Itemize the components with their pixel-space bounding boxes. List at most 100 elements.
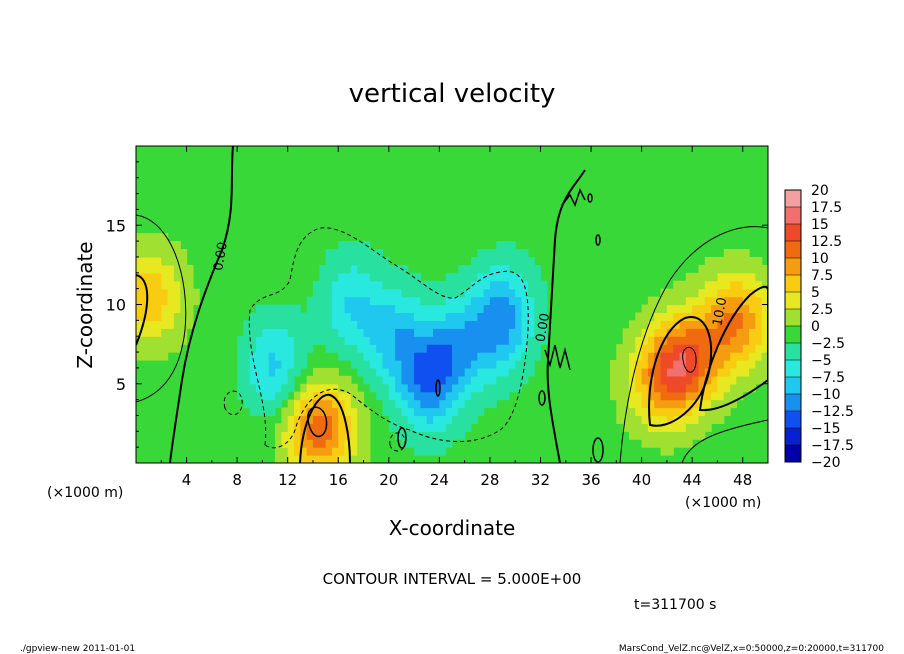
field-cell: [698, 407, 706, 417]
field-cell: [281, 455, 289, 463]
contour-interval: CONTOUR INTERVAL = 5.000E+00: [323, 570, 582, 588]
field-cell: [540, 296, 548, 306]
field-cell: [685, 352, 693, 361]
field-cell: [344, 407, 352, 417]
field-cell: [268, 312, 276, 321]
field-cell: [420, 383, 428, 393]
field-cell: [730, 264, 737, 274]
field-cell: [439, 399, 447, 409]
field-cell: [275, 328, 282, 337]
field-cell: [350, 296, 358, 306]
field-cell: [527, 344, 535, 353]
field-cell: [521, 288, 529, 298]
field-cell: [502, 328, 510, 337]
field-cell: [755, 328, 763, 337]
field-cell: [338, 320, 346, 329]
field-cell: [388, 407, 396, 417]
field-cell: [610, 391, 617, 401]
field-cell: [142, 320, 150, 329]
field-cell: [749, 296, 756, 306]
field-cell: [723, 375, 731, 385]
x-tick-label: 12: [278, 471, 297, 489]
field-cell: [433, 399, 440, 409]
field-cell: [287, 415, 295, 424]
field-cell: [414, 399, 421, 409]
field-cell: [496, 336, 504, 345]
field-cell: [660, 367, 668, 377]
field-cell: [628, 383, 636, 393]
field-cell: [363, 359, 371, 369]
field-cell: [426, 328, 434, 337]
field-cell: [256, 344, 263, 353]
field-cell: [344, 439, 352, 448]
field-cell: [660, 415, 668, 424]
field-cell: [275, 367, 282, 377]
field-cell: [357, 280, 365, 290]
field-cell: [470, 359, 478, 369]
field-cell: [192, 296, 200, 306]
x-tick-label: 24: [430, 471, 449, 489]
field-cell: [281, 415, 289, 424]
field-cell: [755, 344, 763, 353]
field-cell: [647, 296, 655, 306]
field-cell: [496, 391, 504, 401]
field-cell: [426, 367, 434, 377]
field-cell: [180, 328, 188, 337]
field-cell: [306, 375, 314, 385]
field-cell: [401, 288, 409, 298]
field-cell: [439, 431, 447, 440]
field-cell: [761, 344, 768, 353]
field-cell: [363, 328, 371, 337]
field-cell: [730, 249, 737, 258]
field-cell: [420, 359, 428, 369]
field-cell: [647, 439, 655, 448]
field-cell: [357, 241, 365, 250]
field-cell: [420, 328, 428, 337]
field-cell: [679, 288, 687, 298]
field-cell: [243, 344, 251, 353]
field-cell: [647, 383, 655, 393]
field-cell: [711, 359, 719, 369]
field-cell: [477, 312, 485, 321]
field-cell: [610, 367, 617, 377]
field-cell: [294, 367, 301, 377]
field-cell: [426, 352, 434, 361]
field-cell: [647, 399, 655, 409]
field-cell: [742, 288, 750, 298]
field-cell: [483, 249, 491, 258]
field-cell: [635, 391, 643, 401]
field-cell: [407, 336, 415, 345]
field-cell: [736, 359, 744, 369]
y-tick-label: 15: [106, 216, 126, 235]
field-cell: [666, 304, 674, 314]
field-cell: [281, 383, 289, 393]
field-cell: [433, 423, 440, 432]
field-cell: [502, 241, 510, 250]
field-cell: [136, 320, 143, 329]
field-cell: [312, 336, 320, 345]
field-cell: [249, 336, 257, 345]
field-cell: [496, 328, 504, 337]
field-cell: [414, 431, 421, 440]
field-cell: [527, 256, 535, 266]
field-cell: [660, 431, 668, 440]
field-cell: [426, 320, 434, 329]
field-cell: [685, 288, 693, 298]
field-cell: [369, 249, 377, 258]
field-cell: [470, 320, 478, 329]
field-cell: [464, 391, 472, 401]
field-cell: [319, 328, 327, 337]
field-cell: [136, 241, 143, 250]
field-cell: [167, 264, 175, 274]
field-cell: [717, 367, 725, 377]
field-cell: [287, 407, 295, 417]
field-cell: [483, 367, 491, 377]
field-cell: [319, 280, 327, 290]
field-cell: [148, 233, 156, 242]
field-cell: [489, 328, 497, 337]
field-cell: [382, 344, 390, 353]
field-cell: [338, 241, 346, 250]
field-cell: [508, 336, 516, 345]
field-cell: [730, 375, 737, 385]
field-cell: [407, 328, 415, 337]
